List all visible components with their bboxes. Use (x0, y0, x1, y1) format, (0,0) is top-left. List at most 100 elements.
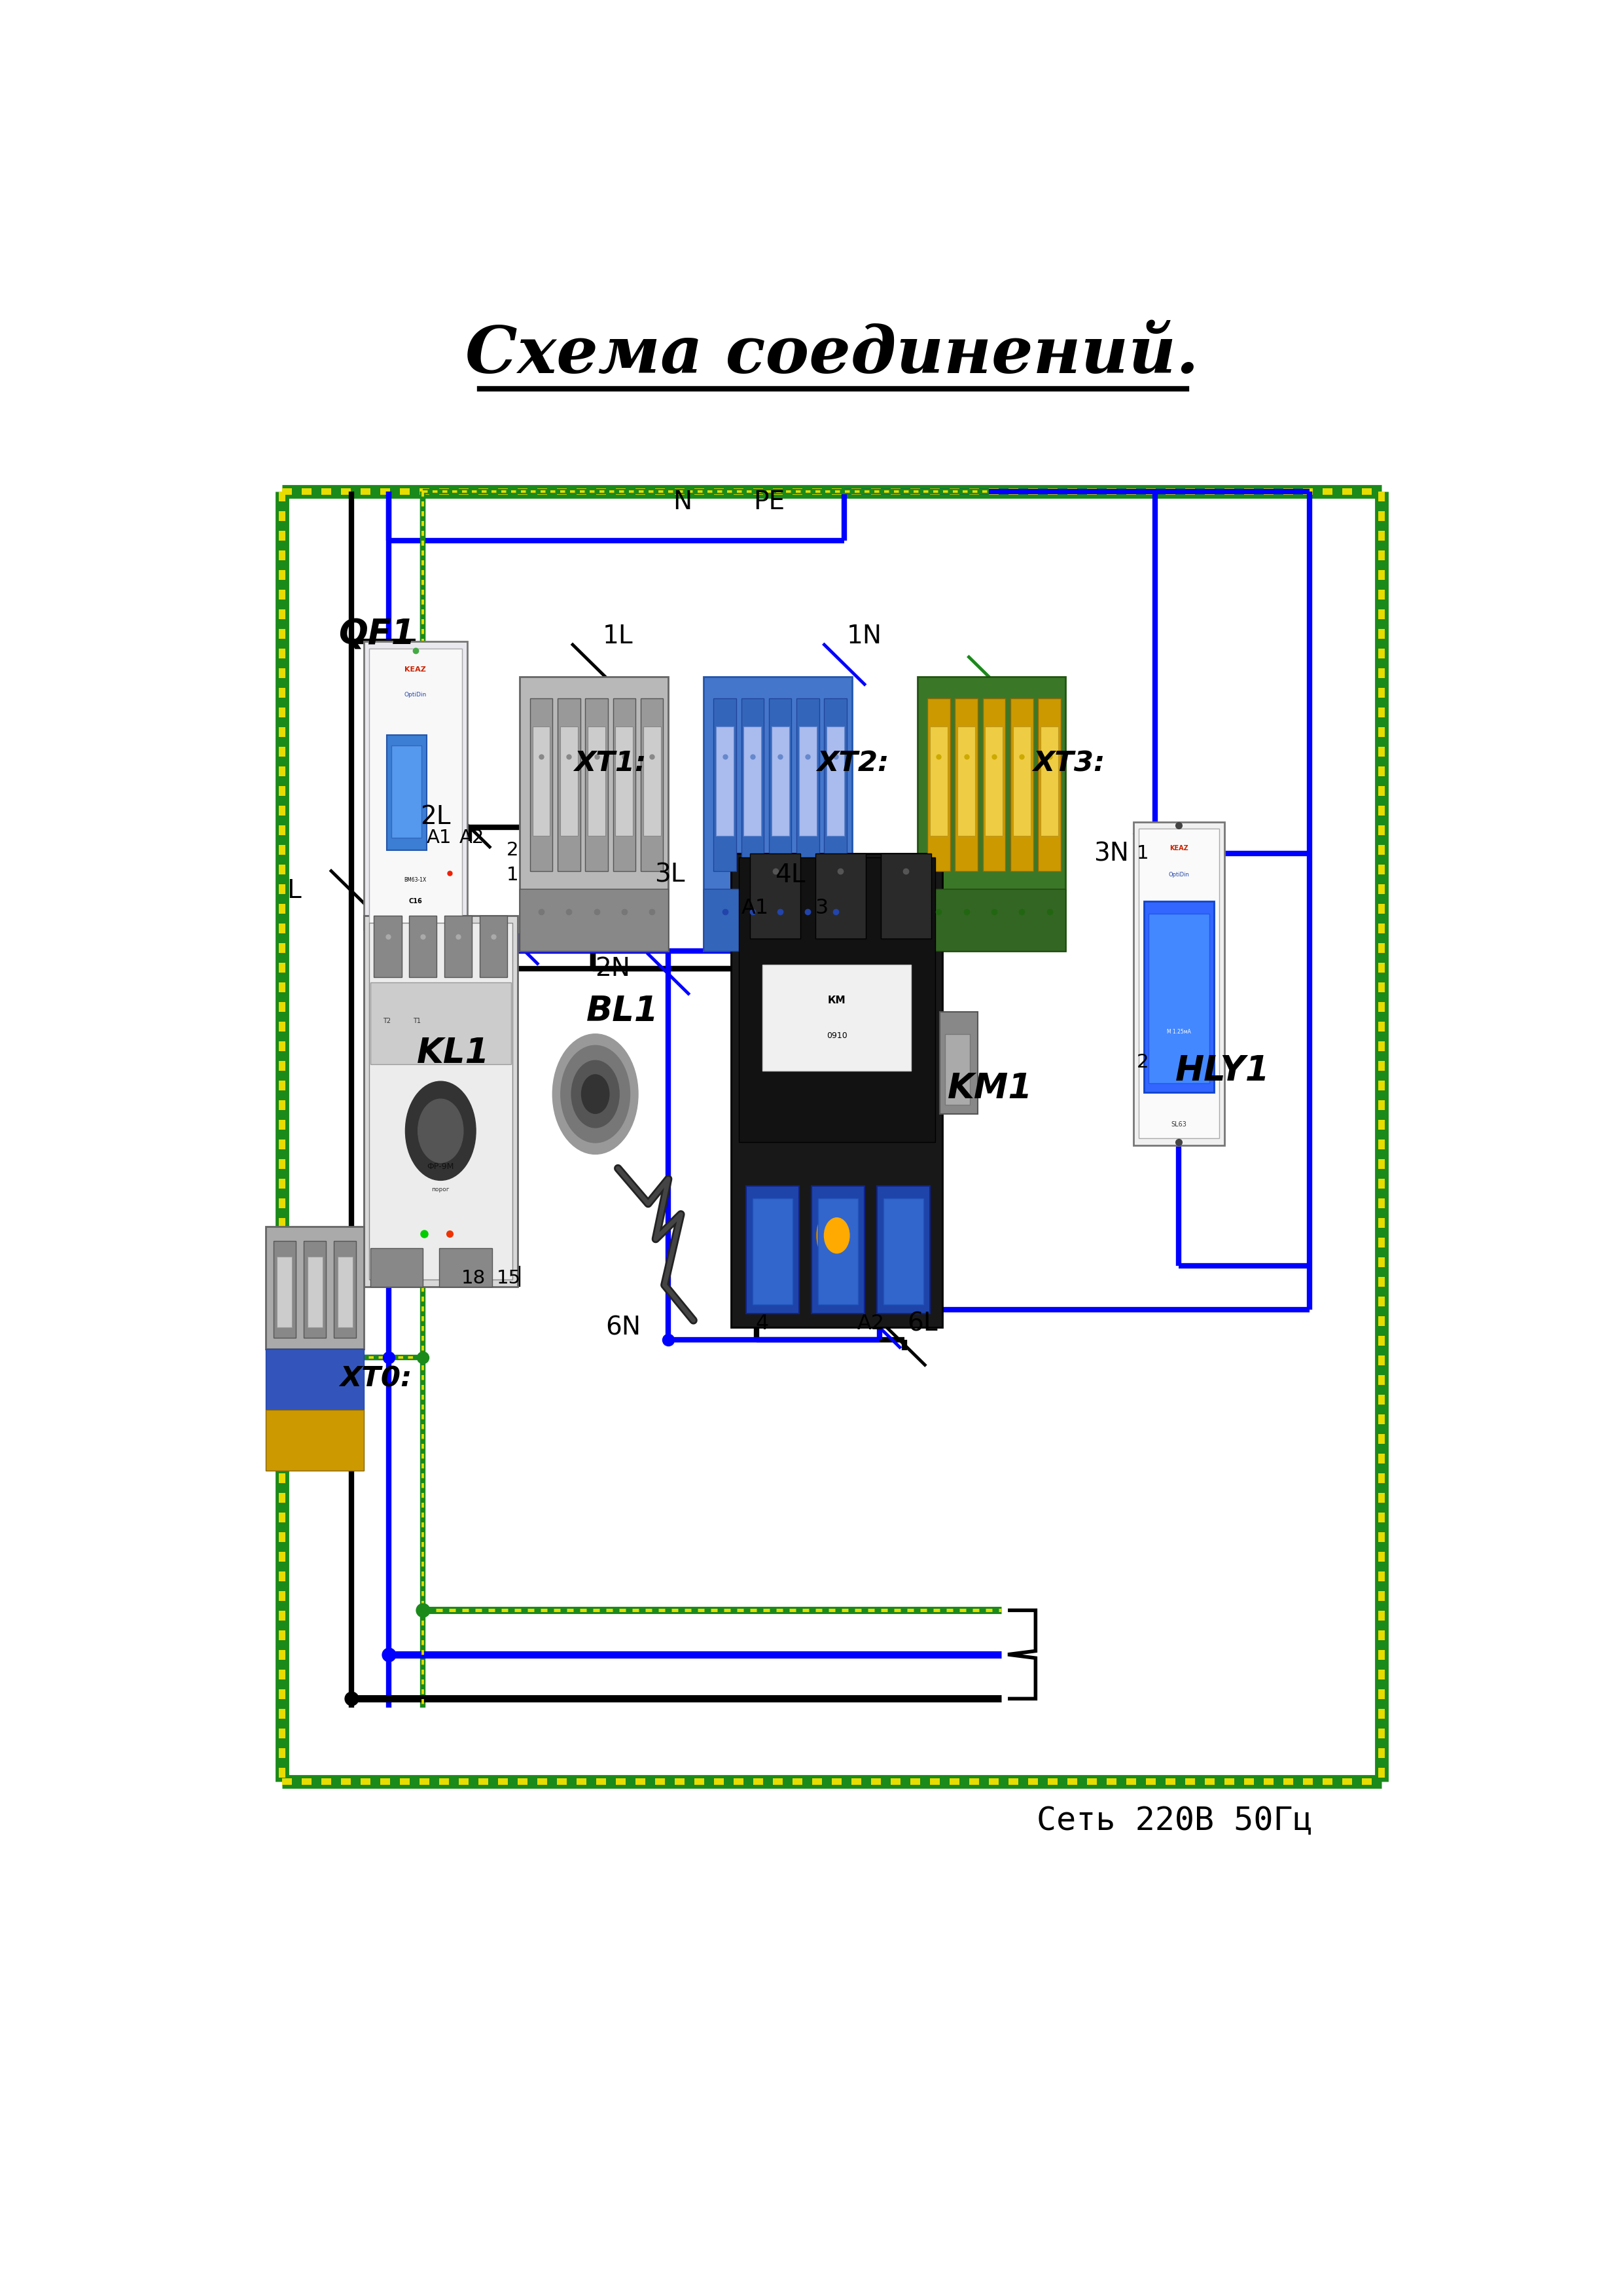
FancyBboxPatch shape (743, 726, 761, 836)
FancyBboxPatch shape (883, 1199, 923, 1304)
Text: 2: 2 (1136, 1054, 1149, 1072)
Ellipse shape (571, 1061, 620, 1127)
FancyBboxPatch shape (1039, 698, 1061, 870)
Text: 3N: 3N (1094, 840, 1128, 866)
Text: A2: A2 (857, 1313, 885, 1334)
Text: KM1: KM1 (948, 1072, 1032, 1107)
Text: 15: 15 (497, 1270, 521, 1288)
FancyBboxPatch shape (703, 677, 852, 951)
FancyBboxPatch shape (641, 698, 664, 870)
FancyBboxPatch shape (273, 1240, 295, 1339)
Text: ВМ63-1Х: ВМ63-1Х (404, 877, 427, 884)
Text: OptiDin: OptiDin (404, 691, 427, 698)
Text: XT2:: XT2: (816, 751, 889, 778)
FancyBboxPatch shape (750, 854, 800, 939)
FancyBboxPatch shape (1011, 698, 1032, 870)
FancyBboxPatch shape (753, 1199, 792, 1304)
FancyBboxPatch shape (370, 1249, 424, 1286)
Text: HLY1: HLY1 (1175, 1054, 1269, 1088)
FancyBboxPatch shape (386, 735, 427, 850)
FancyBboxPatch shape (519, 889, 669, 951)
Text: XT0:: XT0: (339, 1364, 412, 1391)
Text: 2: 2 (506, 840, 518, 859)
FancyBboxPatch shape (730, 854, 943, 1327)
Text: 0910: 0910 (826, 1031, 847, 1040)
FancyBboxPatch shape (930, 726, 948, 836)
FancyBboxPatch shape (797, 698, 820, 870)
Text: SL63: SL63 (1172, 1120, 1186, 1127)
FancyBboxPatch shape (940, 1013, 977, 1114)
FancyBboxPatch shape (586, 698, 609, 870)
Text: 4: 4 (756, 1313, 769, 1334)
FancyBboxPatch shape (278, 1256, 292, 1327)
FancyBboxPatch shape (812, 1187, 865, 1313)
Text: A2: A2 (459, 829, 485, 847)
Text: PE: PE (753, 489, 784, 514)
FancyBboxPatch shape (560, 726, 578, 836)
FancyBboxPatch shape (985, 726, 1003, 836)
Text: OptiDin: OptiDin (1169, 872, 1190, 877)
FancyBboxPatch shape (304, 1240, 326, 1339)
FancyBboxPatch shape (1149, 914, 1209, 1084)
FancyBboxPatch shape (558, 698, 581, 870)
Circle shape (824, 1217, 849, 1254)
FancyBboxPatch shape (1133, 822, 1224, 1146)
Text: 1: 1 (1136, 845, 1149, 863)
Text: 18: 18 (461, 1270, 485, 1288)
FancyBboxPatch shape (815, 854, 865, 939)
FancyBboxPatch shape (738, 856, 935, 1141)
Ellipse shape (552, 1033, 638, 1155)
FancyBboxPatch shape (364, 641, 467, 930)
Text: N: N (672, 489, 691, 514)
Text: QF1: QF1 (339, 618, 415, 652)
Text: 6N: 6N (605, 1316, 641, 1341)
Text: КМ: КМ (828, 996, 846, 1006)
FancyBboxPatch shape (613, 698, 636, 870)
Ellipse shape (560, 1045, 630, 1143)
Text: KEAZ: KEAZ (1170, 845, 1188, 852)
Text: BL1: BL1 (586, 994, 659, 1029)
Text: 1: 1 (506, 866, 518, 884)
Text: M 1.25мА: M 1.25мА (1167, 1029, 1191, 1035)
Text: T1: T1 (412, 1017, 420, 1024)
FancyBboxPatch shape (445, 916, 472, 978)
FancyBboxPatch shape (1139, 829, 1219, 1139)
FancyBboxPatch shape (984, 698, 1005, 870)
FancyBboxPatch shape (266, 1226, 364, 1348)
FancyBboxPatch shape (769, 698, 792, 870)
FancyBboxPatch shape (954, 698, 977, 870)
FancyBboxPatch shape (917, 677, 1066, 951)
FancyBboxPatch shape (945, 1033, 971, 1104)
Circle shape (816, 1208, 857, 1263)
FancyBboxPatch shape (532, 726, 550, 836)
FancyBboxPatch shape (1040, 726, 1058, 836)
FancyBboxPatch shape (409, 916, 437, 978)
Text: порог: порог (432, 1187, 450, 1192)
Text: 1N: 1N (847, 625, 883, 647)
Text: 2N: 2N (596, 955, 630, 980)
FancyBboxPatch shape (714, 698, 737, 870)
FancyBboxPatch shape (334, 1240, 357, 1339)
FancyBboxPatch shape (307, 1256, 323, 1327)
FancyBboxPatch shape (373, 916, 401, 978)
Text: A1: A1 (427, 829, 451, 847)
FancyBboxPatch shape (771, 726, 789, 836)
Text: 3: 3 (815, 898, 829, 918)
FancyBboxPatch shape (615, 726, 633, 836)
FancyBboxPatch shape (266, 1410, 364, 1472)
Text: L: L (287, 879, 300, 902)
FancyBboxPatch shape (480, 916, 508, 978)
FancyBboxPatch shape (529, 698, 552, 870)
Circle shape (419, 1100, 463, 1162)
FancyBboxPatch shape (824, 698, 847, 870)
Text: A1: A1 (742, 898, 769, 918)
FancyBboxPatch shape (763, 964, 911, 1070)
Text: 1L: 1L (602, 625, 633, 647)
FancyBboxPatch shape (958, 726, 975, 836)
FancyBboxPatch shape (881, 854, 932, 939)
Text: C16: C16 (409, 898, 422, 905)
FancyBboxPatch shape (338, 1256, 352, 1327)
Text: KEAZ: KEAZ (404, 666, 427, 673)
FancyBboxPatch shape (368, 647, 463, 923)
Text: Сеть 220В 50Гц: Сеть 220В 50Гц (1037, 1805, 1313, 1837)
